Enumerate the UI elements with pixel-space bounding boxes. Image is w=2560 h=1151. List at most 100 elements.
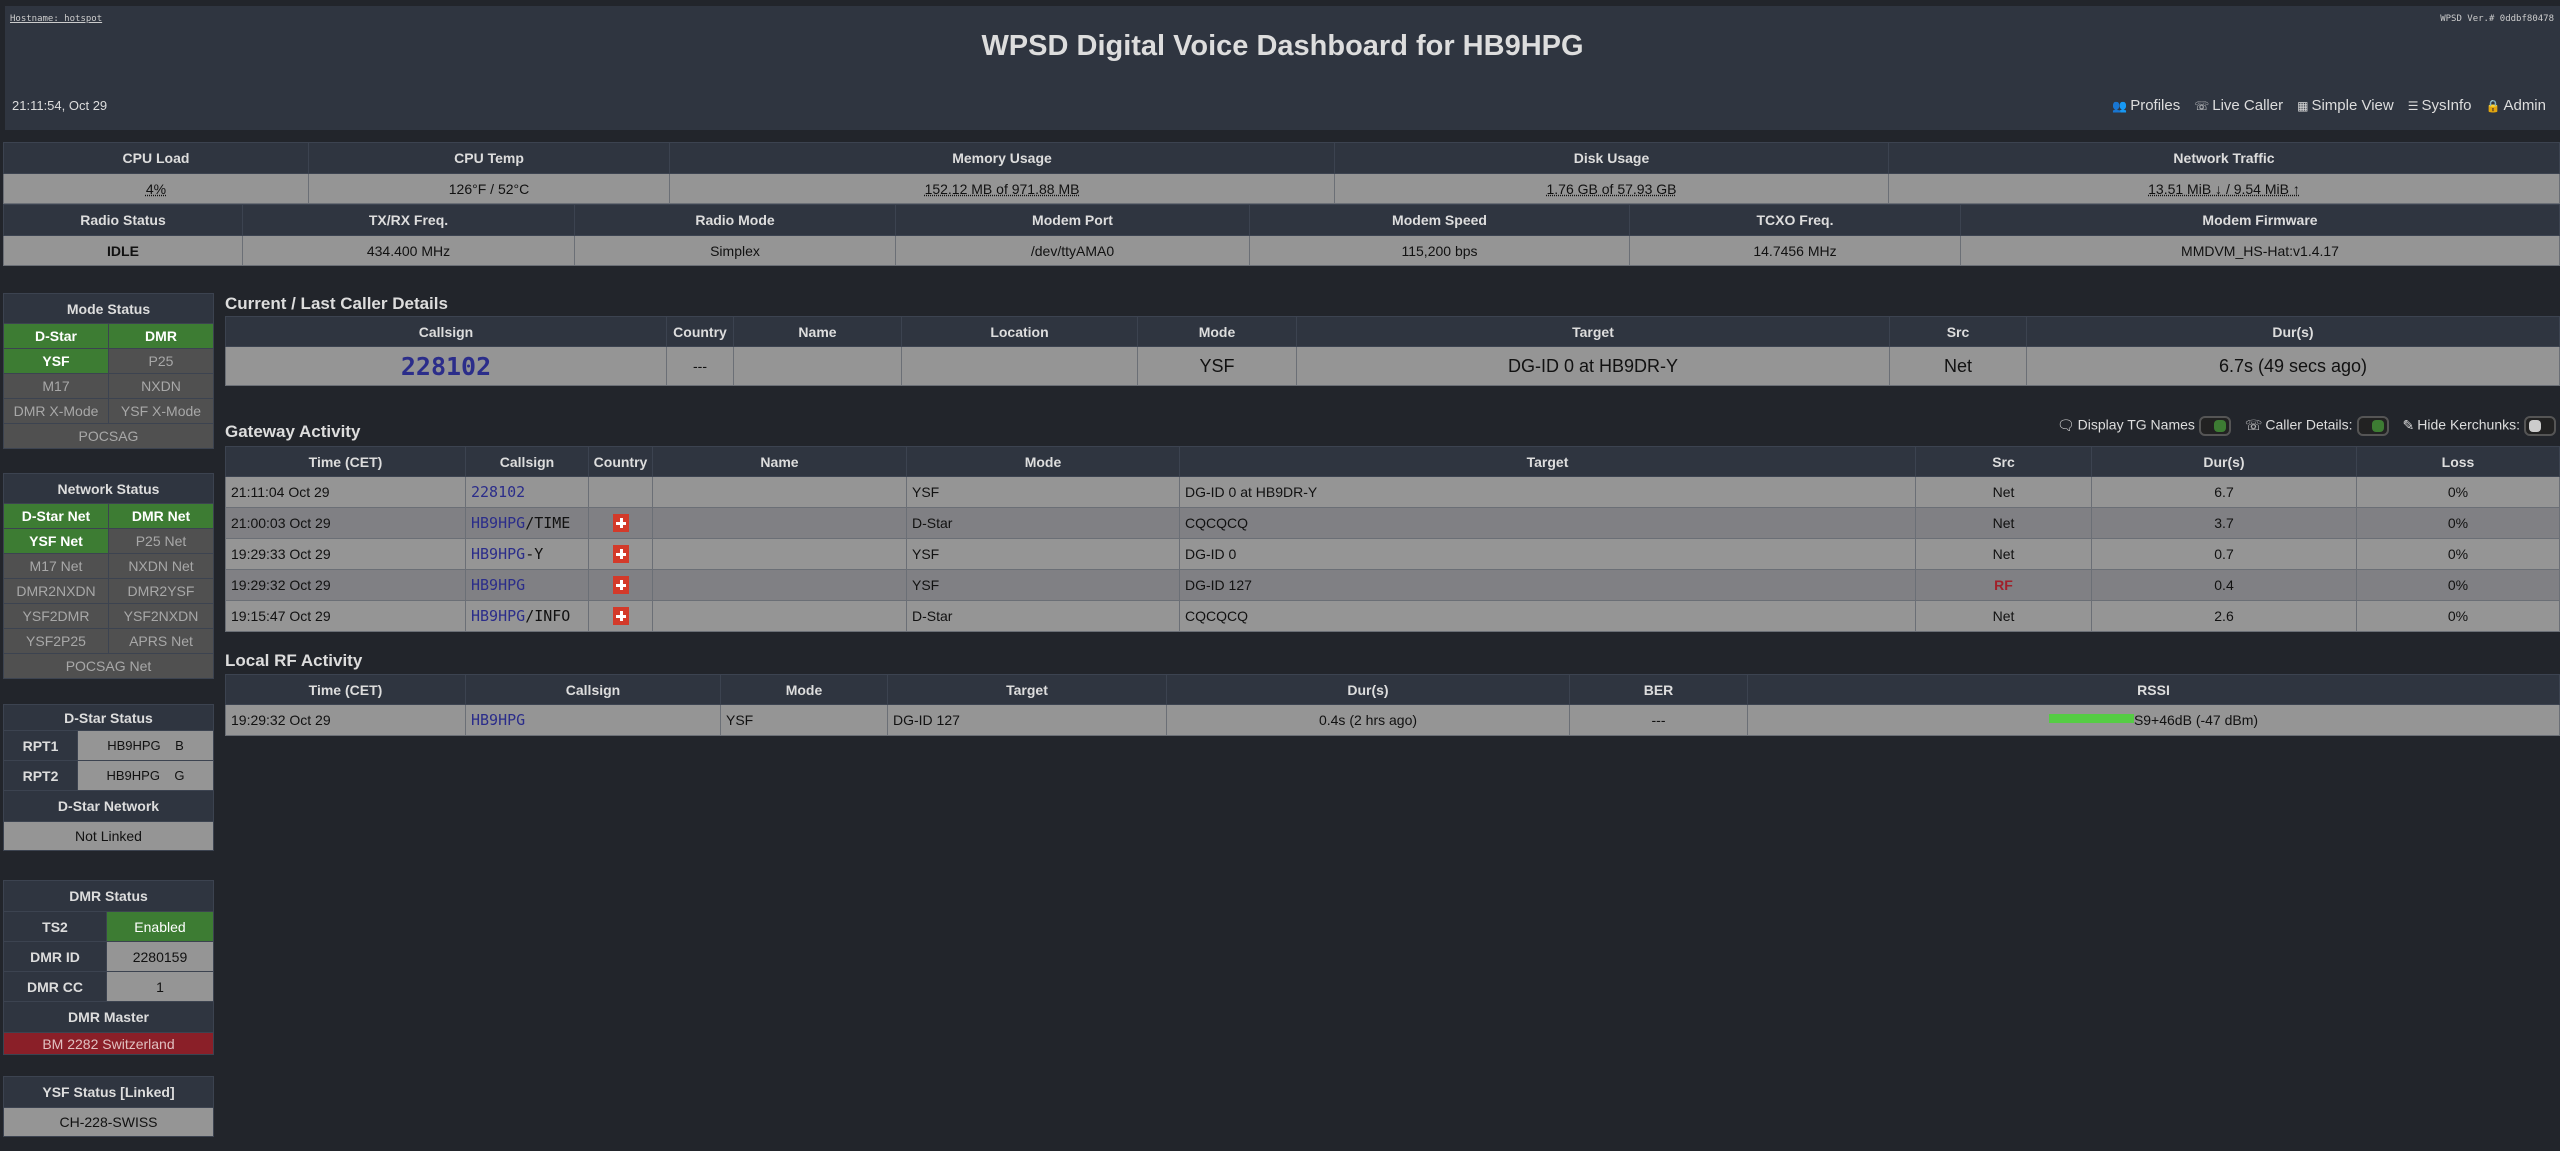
hostname[interactable]: Hostname: hotspot (10, 14, 103, 24)
nav-admin[interactable]: 🔒 Admin (2486, 97, 2546, 114)
ts2-value: Enabled (106, 911, 214, 942)
toggle-switch[interactable] (2356, 416, 2389, 436)
target-cell: DG-ID 0 (1179, 538, 1916, 570)
loss-cell: 0% (2356, 569, 2560, 601)
nav-label: SysInfo (2421, 97, 2472, 114)
status-aprs-net: APRS Net (108, 628, 214, 654)
local-rf-header: Mode (720, 674, 888, 705)
current-header: Dur(s) (2026, 316, 2560, 347)
duration-cell: 2.6 (2091, 600, 2357, 632)
target-cell: DG-ID 0 at HB9DR-Y (1179, 476, 1916, 508)
current-header: Mode (1137, 316, 1297, 347)
local-rf-header: Dur(s) (1166, 674, 1570, 705)
nav-live-caller[interactable]: ☏ Live Caller (2194, 97, 2283, 114)
toggle-switch[interactable] (2524, 416, 2556, 436)
current-callsign[interactable]: 228102 (225, 346, 667, 386)
status-ysf-net: YSF Net (3, 528, 109, 554)
current-location (901, 346, 1138, 386)
toggle-caller-details[interactable]: ☏ Caller Details: (2245, 416, 2389, 436)
status-ysf2dmr: YSF2DMR (3, 603, 109, 629)
callsign-cell: HB9HPG-Y (465, 538, 589, 570)
gateway-header: Time (CET) (225, 446, 466, 477)
duration-cell: 3.7 (2091, 507, 2357, 539)
name-cell (652, 507, 907, 539)
callsign-link[interactable]: HB9HPG (471, 545, 526, 563)
toggle-label: Display TG Names (2077, 416, 2195, 433)
src-cell: Net (1915, 538, 2092, 570)
sysinfo-value-text[interactable]: 1.76 GB of 57.93 GB (1546, 180, 1677, 197)
local-rf-header: BER (1569, 674, 1748, 705)
callsign-link[interactable]: 228102 (471, 483, 526, 501)
table-row: 19:15:47 Oct 29 HB9HPG/INFO D-Star CQCQCQ Ne… (225, 600, 2560, 632)
rpt2-value: HB9HPG G (77, 760, 214, 791)
status-ysf: YSF (3, 348, 109, 374)
nav-sysinfo[interactable]: ☰ SysInfo (2408, 97, 2472, 114)
sysinfo-value: 126°F / 52°C (308, 173, 670, 204)
nav-simple-view[interactable]: ▦ Simple View (2297, 97, 2394, 114)
gateway-activity-heading: Gateway Activity (225, 422, 361, 441)
sysinfo-value: 4% (3, 173, 309, 204)
radio-table: Radio Status TX/RX Freq. Radio Mode Modem P… (3, 204, 2560, 266)
status-d-star-net: D-Star Net (3, 503, 109, 529)
name-cell (652, 538, 907, 570)
gateway-toggles: 🗨 Display TG Names ☏ Caller Details: ✎ Hide K… (2057, 416, 2556, 436)
country-cell (588, 538, 653, 570)
country-cell (588, 600, 653, 632)
local-rf-header: Target (887, 674, 1167, 705)
status-nxdn-net: NXDN Net (108, 553, 214, 579)
time-cell: 21:11:04 Oct 29 (225, 476, 466, 508)
sysinfo-value: 1.76 GB of 57.93 GB (1334, 173, 1889, 204)
sysinfo-header: Network Traffic (1888, 142, 2560, 174)
lock-icon: 🔒 (2485, 99, 2501, 113)
ber-cell: --- (1569, 704, 1748, 736)
sysinfo-value-text[interactable]: 152.12 MB of 971.88 MB (924, 180, 1080, 197)
time-cell: 19:15:47 Oct 29 (225, 600, 466, 632)
mode-cell: D-Star (906, 507, 1180, 539)
radio-value: Simplex (574, 235, 896, 266)
swiss-flag-icon (612, 576, 629, 595)
dmr-cc-label: DMR CC (3, 971, 107, 1002)
status-pocsag-net: POCSAG Net (3, 653, 214, 679)
callsign-suffix: -Y (525, 545, 544, 563)
callsign-cell: HB9HPG (465, 569, 589, 601)
status-d-star: D-Star (3, 323, 109, 349)
rpt1-value: HB9HPG B (77, 730, 214, 761)
clock: 21:11:54, Oct 29 (12, 98, 108, 113)
current-mode: YSF (1137, 346, 1297, 386)
name-cell (652, 569, 907, 601)
sysinfo-header: CPU Load (3, 142, 309, 174)
sysinfo-value: 152.12 MB of 971.88 MB (669, 173, 1335, 204)
sysinfo-header: Disk Usage (1334, 142, 1889, 174)
radio-header: Modem Speed (1249, 204, 1630, 236)
src-cell: Net (1915, 507, 2092, 539)
callsign-link[interactable]: HB9HPG (471, 607, 526, 625)
sysinfo-value-text[interactable]: 4% (145, 180, 167, 197)
rssi-text: S9+46dB (-47 dBm) (2133, 712, 2259, 728)
time-cell: 19:29:32 Oct 29 (225, 704, 466, 736)
current-header: Src (1889, 316, 2027, 347)
current-name (733, 346, 902, 386)
mode-cell: YSF (720, 704, 888, 736)
current-header: Callsign (225, 316, 667, 347)
table-row: 19:29:32 Oct 29 HB9HPG YSF DG-ID 127 RF 0.4 0% (225, 569, 2560, 601)
name-cell (652, 600, 907, 632)
callsign-link[interactable]: HB9HPG (471, 576, 526, 594)
target-cell: CQCQCQ (1179, 600, 1916, 632)
table-row: 19:29:33 Oct 29 HB9HPG-Y YSF DG-ID 0 Net 0.7 0… (225, 538, 2560, 570)
toggle-display-tg-names[interactable]: 🗨 Display TG Names (2057, 416, 2231, 436)
toggle-hide-kerchunks[interactable]: ✎ Hide Kerchunks: (2403, 416, 2556, 436)
callsign-cell: HB9HPG/TIME (465, 507, 589, 539)
target-cell: DG-ID 127 (1179, 569, 1916, 601)
duration-cell: 0.4s (2 hrs ago) (1166, 704, 1570, 736)
src-cell: RF (1915, 569, 2092, 601)
callsign-link[interactable]: HB9HPG (471, 514, 526, 532)
status-dmr-x-mode: DMR X-Mode (3, 398, 109, 424)
network-status-panel: Network Status D-Star Net DMR Net YSF Net P2… (3, 473, 214, 679)
sysinfo-value-text[interactable]: 13.51 MiB ↓ / 9.54 MiB ↑ (2148, 180, 2300, 197)
callsign-link[interactable]: HB9HPG (471, 711, 526, 729)
dmr-id-value: 2280159 (106, 941, 214, 972)
status-ysf2p25: YSF2P25 (3, 628, 109, 654)
nav-profiles[interactable]: 👥 Profiles (2112, 97, 2180, 114)
toggle-switch[interactable] (2198, 416, 2231, 436)
current-caller-table: Callsign Country Name Location Mode Target Src… (225, 316, 2560, 386)
